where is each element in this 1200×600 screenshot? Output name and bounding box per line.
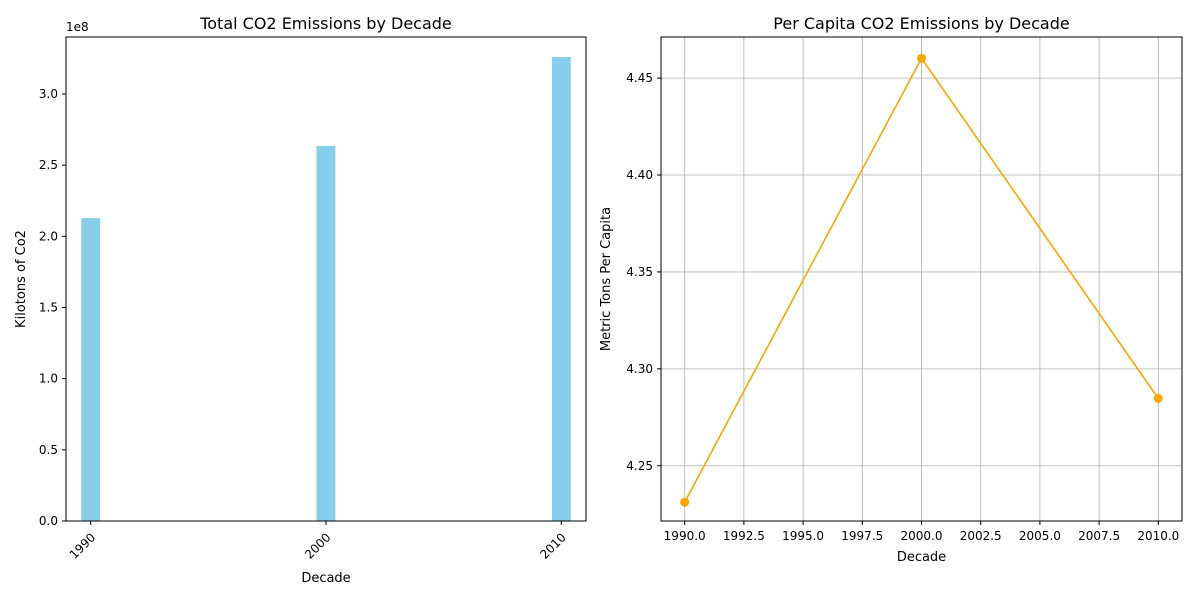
chart1-bars xyxy=(81,56,571,521)
chart2-title: Per Capita CO2 Emissions by Decade xyxy=(773,14,1069,33)
y-tick-label: 1.0 xyxy=(39,372,58,386)
x-tick-label: 1990.0 xyxy=(664,529,706,543)
chart2-y-axis-label: Metric Tons Per Capita xyxy=(599,207,614,351)
x-tick-label: 2000 xyxy=(302,530,333,561)
data-point-2010 xyxy=(1153,393,1163,403)
chart1-y-axis-label: Kilotons of Co2 xyxy=(14,230,29,328)
total-emissions-chart: 1990 2000 2010 0.0 0.5 1.0 1.5 2.0 2.5 3.0 Total… xyxy=(14,14,587,586)
x-tick-label: 2010 xyxy=(537,530,568,561)
x-tick-label: 2000.0 xyxy=(901,529,943,543)
y-tick-label: 2.5 xyxy=(39,158,58,172)
bar-1990 xyxy=(81,218,101,521)
y-tick-label: 1.5 xyxy=(39,300,58,314)
chart1-y-offset-label: 1e8 xyxy=(66,20,89,34)
per-capita-emissions-chart: 1990.0 1992.5 1995.0 1997.5 2000.0 2002.5 2005… xyxy=(599,14,1183,565)
y-tick-label: 4.40 xyxy=(626,168,653,182)
bar-2000 xyxy=(316,145,336,521)
chart1-title: Total CO2 Emissions by Decade xyxy=(199,14,452,33)
chart2-x-axis-label: Decade xyxy=(897,550,946,565)
chart1-y-ticks: 0.0 0.5 1.0 1.5 2.0 2.5 3.0 xyxy=(39,87,66,528)
data-point-1990 xyxy=(680,497,690,507)
y-tick-label: 0.0 xyxy=(39,514,58,528)
y-tick-label: 0.5 xyxy=(39,443,58,457)
chart2-grid xyxy=(661,37,1182,521)
x-tick-label: 1997.5 xyxy=(841,529,883,543)
chart1-x-axis-label: Decade xyxy=(301,571,350,586)
x-tick-label: 2010.0 xyxy=(1137,529,1179,543)
y-tick-label: 2.0 xyxy=(39,229,58,243)
x-tick-label: 1995.0 xyxy=(782,529,824,543)
bar-2010 xyxy=(551,56,571,521)
y-tick-label: 3.0 xyxy=(39,87,58,101)
x-tick-label: 2007.5 xyxy=(1078,529,1120,543)
x-tick-label: 1990 xyxy=(67,530,98,561)
x-tick-label: 1992.5 xyxy=(723,529,765,543)
chart2-x-ticks: 1990.0 1992.5 1995.0 1997.5 2000.0 2002.5 2005… xyxy=(664,521,1179,543)
y-tick-label: 4.30 xyxy=(626,362,653,376)
y-tick-label: 4.45 xyxy=(626,71,653,85)
y-tick-label: 4.35 xyxy=(626,265,653,279)
chart2-y-ticks: 4.25 4.30 4.35 4.40 4.45 xyxy=(626,71,661,473)
data-point-2000 xyxy=(917,53,926,63)
x-tick-label: 2002.5 xyxy=(960,529,1002,543)
x-tick-label: 2005.0 xyxy=(1019,529,1061,543)
chart2-series xyxy=(680,53,1163,507)
chart1-x-ticks: 1990 2000 2010 xyxy=(67,521,569,562)
y-tick-label: 4.25 xyxy=(626,459,653,473)
